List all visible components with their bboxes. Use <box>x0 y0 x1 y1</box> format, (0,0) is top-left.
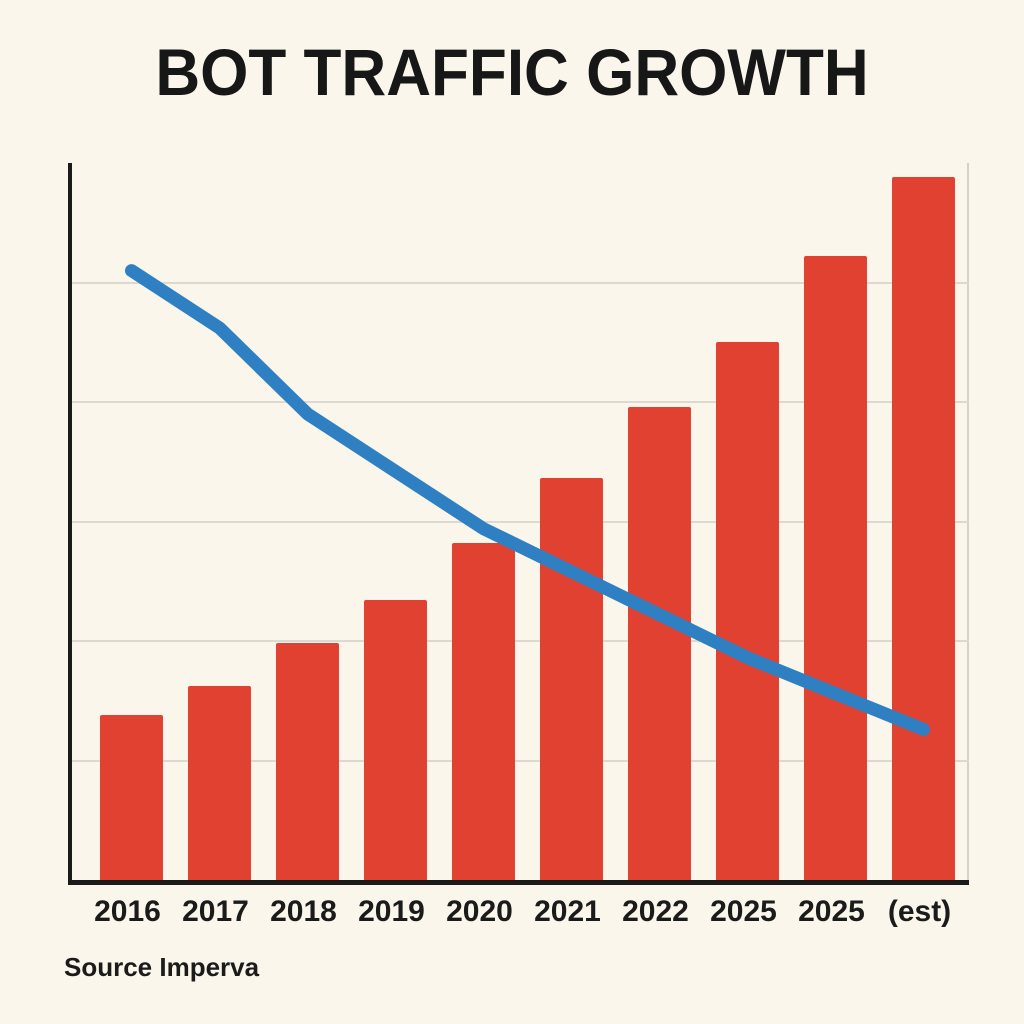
x-axis-label-2021: 2021 <box>534 895 601 928</box>
x-axis-label-2018: 2018 <box>270 895 337 928</box>
x-axis-label-2025: 2025 <box>710 895 777 928</box>
bars-container <box>72 163 969 880</box>
x-axis-label-2020: 2020 <box>446 895 513 928</box>
gridline <box>72 759 969 762</box>
x-axis-label-2025: 2025 <box>798 895 865 928</box>
bar-2016 <box>100 715 163 880</box>
bar-2025 <box>804 256 867 880</box>
x-axis-label-2017: 2017 <box>182 895 249 928</box>
bar-2025 <box>716 342 779 880</box>
bar-2020 <box>452 543 515 880</box>
source-label: Source Imperva <box>64 952 260 982</box>
bar-2019 <box>364 600 427 880</box>
bar-2018 <box>276 643 339 880</box>
bar-(est) <box>892 177 955 880</box>
x-axis-label-2019: 2019 <box>358 895 425 928</box>
trend-line-layer <box>125 264 930 736</box>
chart-title: BOT TRAFFIC GROWTH <box>155 35 869 109</box>
gridline <box>72 640 969 642</box>
bar-2017 <box>188 686 251 880</box>
declining-trend-line <box>125 264 930 736</box>
x-axis-label-2016: 2016 <box>94 895 161 928</box>
gridline <box>72 401 969 403</box>
bar-2022 <box>628 406 691 880</box>
x-axis-labels: 2016 2017 2018 2019 2020 2021 2022 2025 2025 (est… <box>68 895 965 937</box>
gridline <box>72 520 969 523</box>
x-axis-label-(est): (est) <box>887 895 952 928</box>
gridline <box>72 281 969 284</box>
bar-2021 <box>540 478 603 880</box>
chart-plot-area <box>68 163 969 885</box>
x-axis-label-2022: 2022 <box>622 895 689 928</box>
